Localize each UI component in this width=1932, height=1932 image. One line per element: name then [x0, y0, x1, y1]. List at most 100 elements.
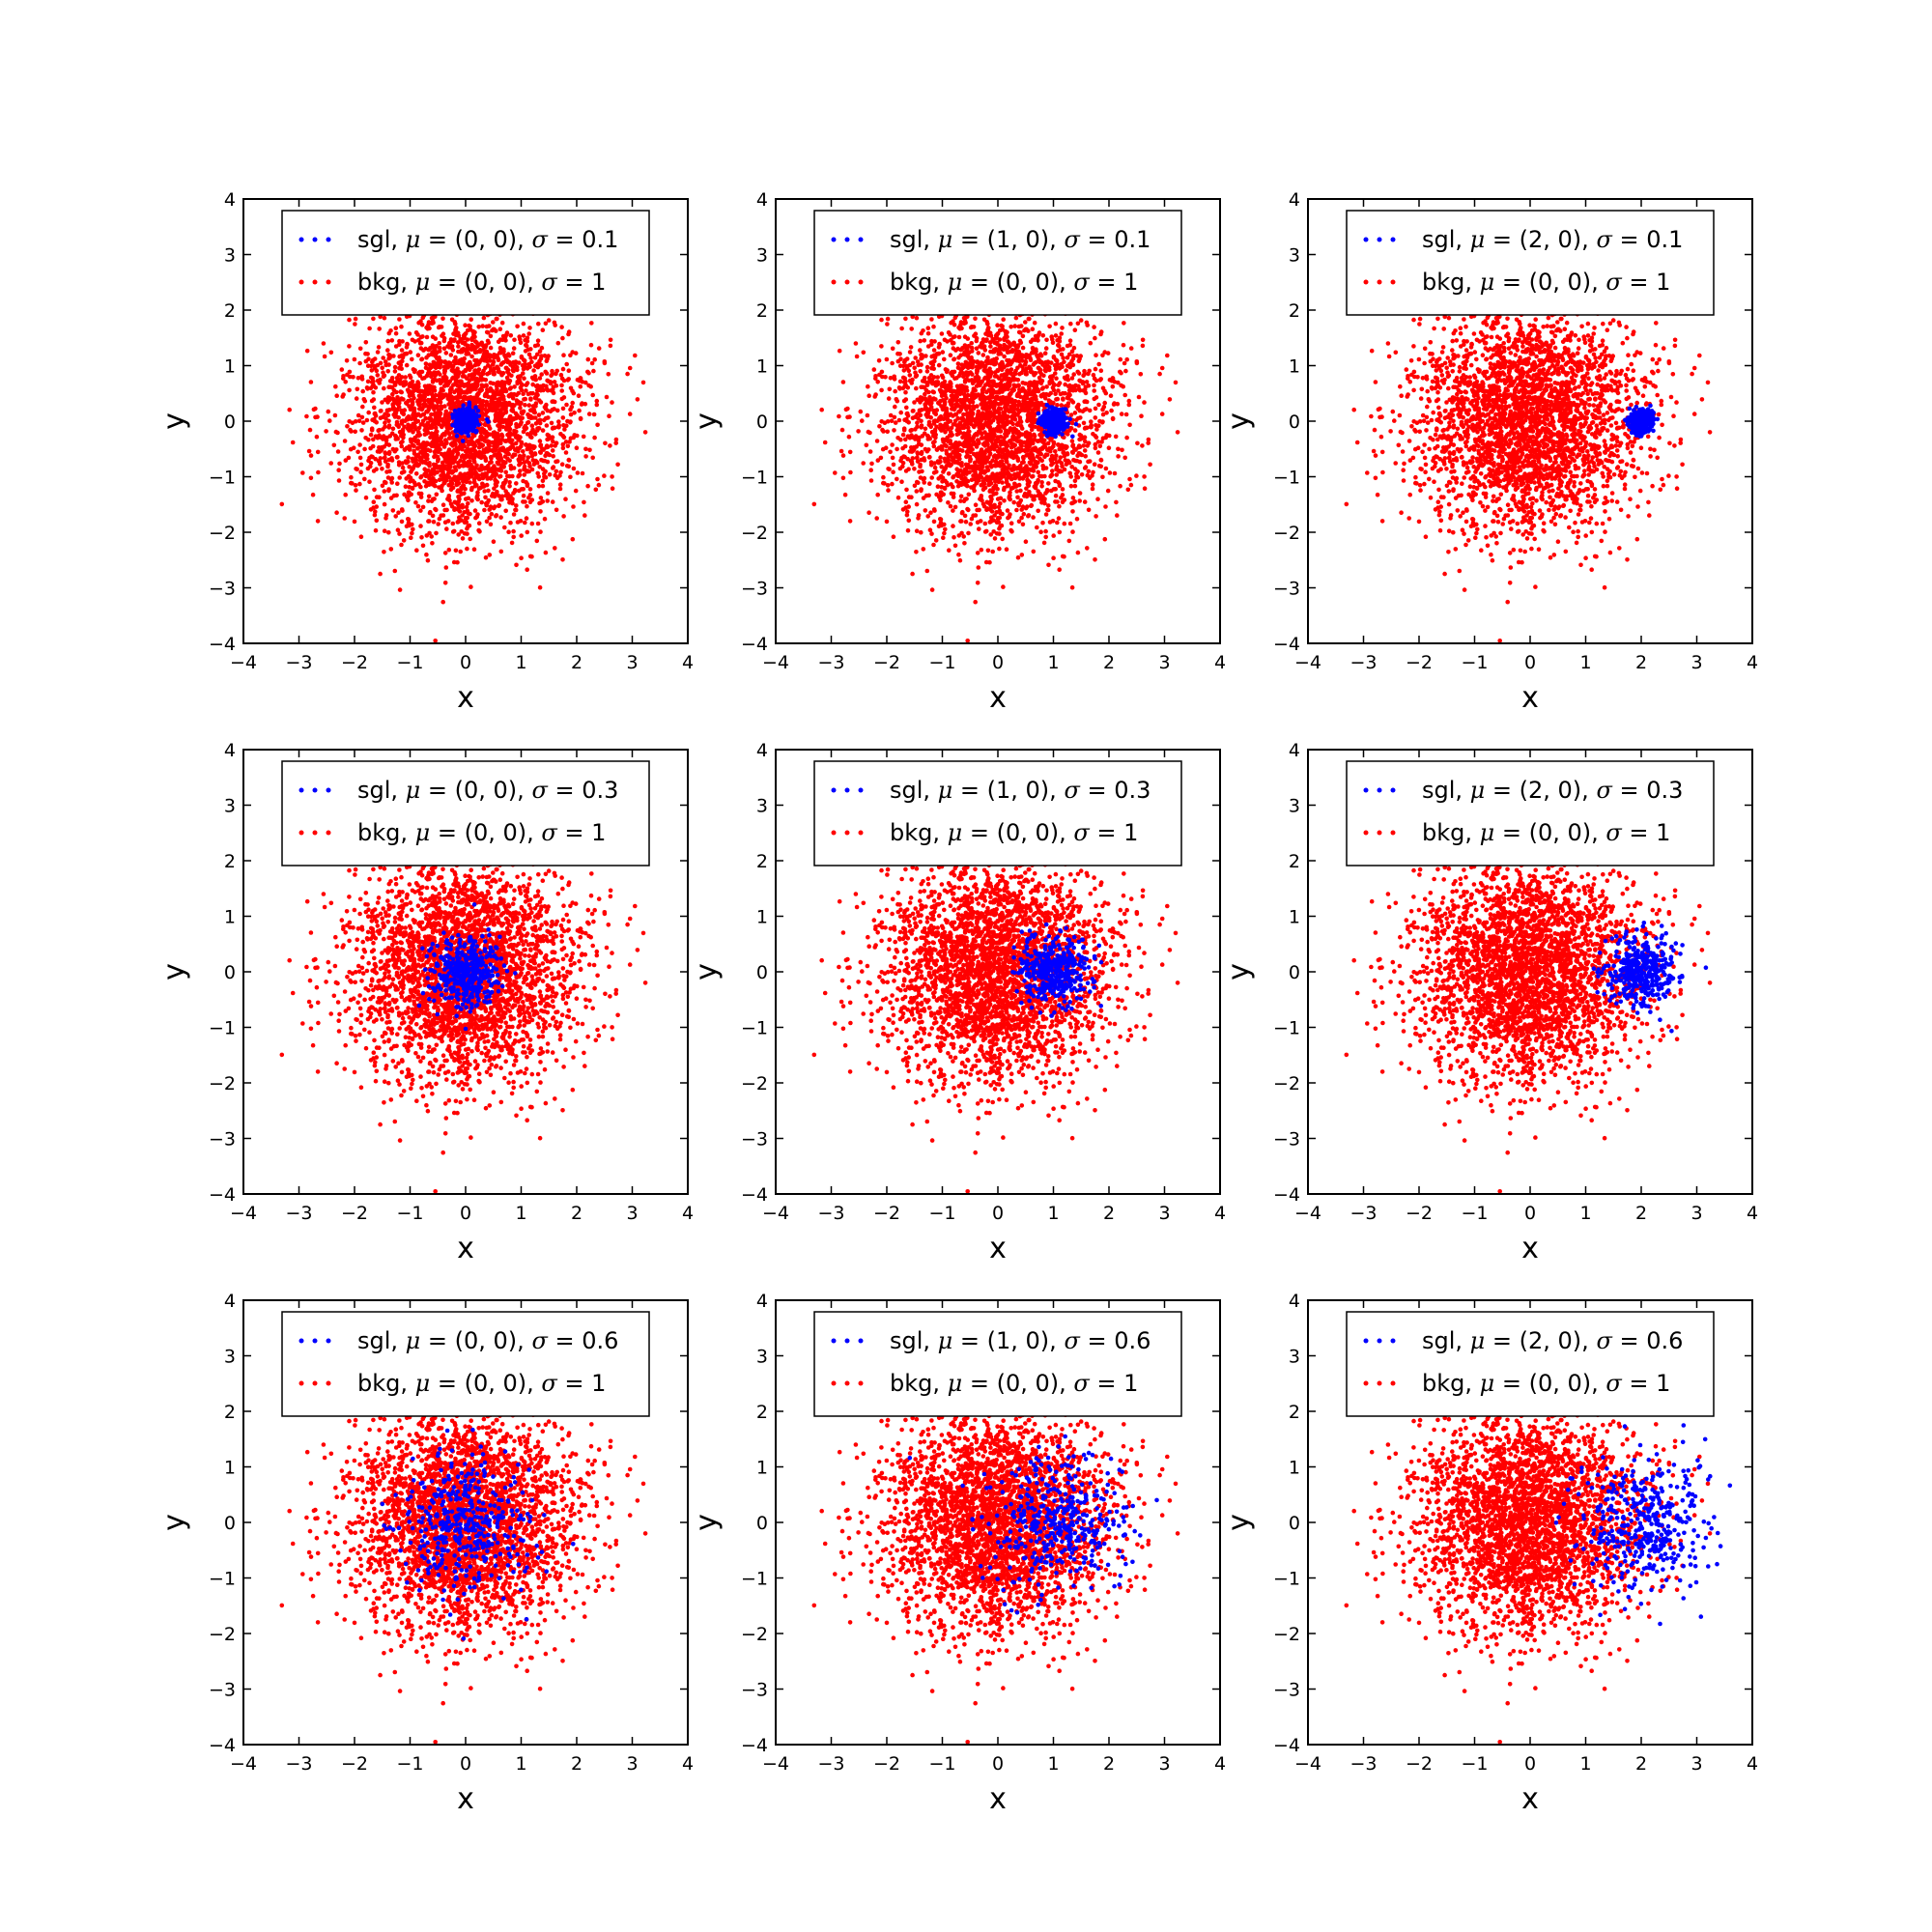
bkg-point	[540, 446, 545, 451]
legend-marker	[326, 237, 331, 242]
series-bkg	[279, 233, 648, 643]
bkg-point	[439, 359, 444, 364]
bkg-point	[580, 401, 584, 406]
bkg-point	[497, 427, 502, 433]
bkg-point	[1139, 413, 1144, 419]
bkg-point	[1093, 335, 1097, 341]
legend-marker	[312, 279, 318, 285]
x-tick-label: 0	[460, 652, 471, 673]
bkg-point	[570, 400, 575, 406]
bkg-point	[427, 461, 432, 466]
bkg-point	[402, 424, 407, 430]
bkg-point	[497, 391, 501, 397]
bkg-point	[998, 471, 1003, 476]
bkg-point	[553, 323, 557, 327]
bkg-point	[371, 379, 376, 384]
bkg-point	[440, 513, 446, 518]
bkg-point	[334, 393, 340, 399]
bkg-point	[498, 456, 504, 462]
bkg-point	[352, 519, 357, 525]
bkg-point	[1062, 497, 1067, 502]
bkg-point	[418, 340, 424, 346]
bkg-point	[476, 473, 481, 478]
bkg-point	[436, 458, 440, 464]
bkg-point	[548, 409, 554, 414]
bkg-point	[1057, 339, 1063, 344]
bkg-point	[1053, 493, 1059, 498]
bkg-point	[478, 430, 484, 436]
bkg-point	[363, 340, 369, 345]
bkg-point	[426, 353, 432, 358]
bkg-point	[895, 340, 901, 345]
bkg-point	[488, 454, 494, 460]
bkg-point	[952, 322, 957, 327]
bkg-point	[486, 464, 491, 469]
bkg-point	[524, 480, 528, 485]
bkg-point	[426, 347, 432, 353]
bkg-point	[845, 414, 850, 420]
bkg-point	[504, 424, 509, 430]
bkg-point	[540, 411, 546, 415]
bkg-point	[424, 334, 430, 340]
bkg-point	[558, 372, 564, 378]
bkg-point	[488, 333, 494, 339]
bkg-point	[430, 362, 436, 368]
bkg-point	[382, 550, 386, 554]
bkg-point	[468, 346, 473, 352]
bkg-point	[439, 406, 444, 412]
bkg-point	[521, 409, 526, 414]
bkg-point	[525, 503, 529, 509]
bkg-point	[563, 450, 569, 455]
bkg-point	[1027, 460, 1033, 466]
bkg-point	[374, 368, 380, 374]
bkg-point	[519, 382, 525, 387]
bkg-point	[903, 437, 908, 442]
bkg-point	[446, 462, 451, 468]
bkg-point	[909, 327, 914, 331]
bkg-point	[347, 317, 352, 323]
bkg-point	[410, 530, 414, 536]
bkg-point	[444, 362, 450, 368]
bkg-point	[478, 434, 483, 440]
bkg-point	[367, 479, 372, 485]
bkg-point	[1081, 373, 1086, 379]
bkg-point	[455, 452, 461, 457]
bkg-point	[358, 469, 363, 475]
bkg-point	[433, 506, 438, 512]
bkg-point	[1092, 462, 1097, 468]
bkg-point	[613, 440, 618, 445]
bkg-point	[522, 358, 527, 363]
bkg-point	[359, 377, 365, 382]
bkg-point	[497, 350, 502, 355]
bkg-point	[610, 486, 615, 492]
bkg-point	[381, 374, 386, 380]
bkg-point	[596, 482, 602, 488]
bkg-point	[393, 514, 399, 519]
bkg-point	[552, 380, 557, 384]
bkg-point	[568, 385, 574, 391]
bkg-point	[397, 317, 402, 322]
bkg-point	[474, 439, 480, 444]
bkg-point	[1014, 507, 1019, 513]
bkg-point	[526, 496, 531, 500]
bkg-point	[368, 375, 374, 381]
bkg-point	[371, 397, 377, 402]
bkg-point	[450, 521, 456, 526]
bkg-point	[407, 428, 412, 433]
bkg-point	[395, 481, 400, 487]
bkg-point	[423, 415, 429, 421]
bkg-point	[409, 469, 413, 474]
bkg-point	[1030, 473, 1036, 479]
bkg-point	[491, 327, 497, 332]
sgl-point	[459, 431, 465, 436]
bkg-point	[492, 486, 497, 492]
bkg-point	[327, 418, 332, 423]
bkg-point	[533, 401, 539, 406]
bkg-point	[364, 385, 370, 390]
bkg-point	[497, 494, 502, 498]
bkg-point	[895, 495, 901, 500]
bkg-point	[1072, 478, 1078, 484]
bkg-point	[540, 458, 546, 464]
